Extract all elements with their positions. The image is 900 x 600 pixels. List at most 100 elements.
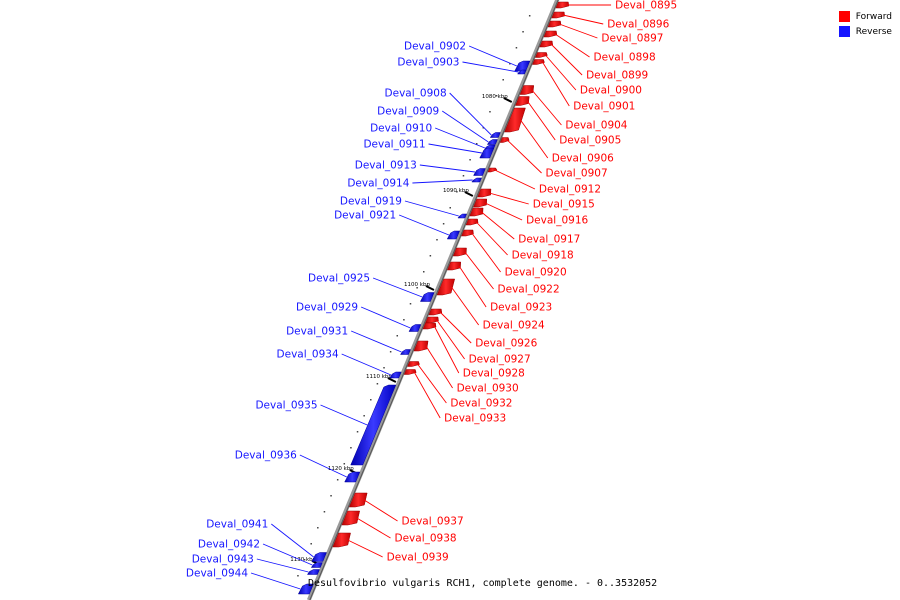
forward-gene-label[interactable]: Deval_0918: [512, 250, 574, 262]
reverse-gene-deval-0943[interactable]: [306, 569, 320, 575]
reverse-gene-deval-0929[interactable]: [408, 324, 422, 332]
forward-gene-deval-0912[interactable]: [487, 167, 498, 173]
forward-gene-label[interactable]: Deval_0937: [402, 516, 464, 528]
forward-gene-label[interactable]: Deval_0907: [546, 168, 608, 180]
reverse-gene-label[interactable]: Deval_0929: [296, 302, 358, 314]
forward-gene-label[interactable]: Deval_0933: [444, 413, 506, 425]
forward-gene-deval-0928[interactable]: [422, 322, 437, 330]
forward-gene-label[interactable]: Deval_0923: [490, 302, 552, 314]
forward-gene-deval-0926[interactable]: [428, 308, 443, 316]
forward-gene-deval-0900[interactable]: [534, 52, 548, 58]
forward-gene-deval-0896[interactable]: [551, 11, 565, 19]
reverse-gene-label[interactable]: Deval_0935: [255, 400, 317, 412]
forward-gene-label[interactable]: Deval_0905: [559, 135, 621, 147]
forward-gene-label[interactable]: Deval_0895: [615, 0, 677, 12]
forward-gene-label[interactable]: Deval_0898: [594, 52, 656, 64]
reverse-gene-deval-0936[interactable]: [344, 471, 361, 483]
forward-gene-deval-0905[interactable]: [515, 96, 530, 106]
forward-gene-label[interactable]: Deval_0904: [565, 120, 627, 132]
reverse-gene-deval-0911[interactable]: [479, 147, 495, 159]
forward-gene-label[interactable]: Deval_0932: [450, 398, 512, 410]
forward-gene-deval-0932[interactable]: [407, 361, 420, 367]
forward-gene-deval-0918[interactable]: [465, 218, 479, 226]
forward-gene-deval-0922[interactable]: [452, 247, 467, 257]
reverse-gene-label[interactable]: Deval_0909: [377, 106, 439, 118]
forward-gene-label[interactable]: Deval_0926: [475, 338, 537, 350]
forward-gene-label[interactable]: Deval_0912: [539, 184, 601, 196]
reverse-gene-label[interactable]: Deval_0911: [363, 139, 425, 151]
forward-gene-deval-0927[interactable]: [425, 316, 439, 324]
forward-gene-deval-0939[interactable]: [332, 532, 351, 548]
reverse-gene-label[interactable]: Deval_0931: [286, 326, 348, 338]
reverse-gene-label[interactable]: Deval_0903: [397, 57, 459, 69]
forward-gene-deval-0916[interactable]: [473, 198, 488, 208]
forward-gene-label[interactable]: Deval_0906: [552, 153, 614, 165]
forward-gene-label[interactable]: Deval_0900: [580, 85, 642, 97]
reverse-gene-label[interactable]: Deval_0943: [192, 554, 254, 566]
forward-gene-label[interactable]: Deval_0927: [469, 354, 531, 366]
reverse-gene-label[interactable]: Deval_0913: [355, 160, 417, 172]
forward-gene-deval-0930[interactable]: [413, 340, 429, 352]
reverse-gene-deval-0935[interactable]: [350, 384, 397, 466]
forward-gene-deval-0923[interactable]: [447, 261, 461, 271]
forward-gene-deval-0917[interactable]: [469, 207, 484, 217]
reverse-gene-label[interactable]: Deval_0910: [370, 123, 432, 135]
forward-gene-label[interactable]: Deval_0928: [463, 368, 525, 380]
reverse-gene-deval-0942[interactable]: [310, 562, 323, 568]
reverse-gene-deval-0902[interactable]: [514, 60, 531, 72]
reverse-gene-deval-0913[interactable]: [473, 168, 486, 176]
forward-gene-deval-0933[interactable]: [403, 369, 417, 375]
reverse-gene-label[interactable]: Deval_0941: [206, 519, 268, 531]
reverse-gene-label[interactable]: Deval_0936: [235, 450, 297, 462]
forward-gene-deval-0895[interactable]: [555, 1, 570, 9]
forward-gene-label[interactable]: Deval_0922: [498, 284, 560, 296]
forward-gene-label[interactable]: Deval_0939: [387, 552, 449, 564]
minor-tick: [317, 527, 319, 529]
reverse-gene-label[interactable]: Deval_0942: [198, 539, 260, 551]
forward-gene-label[interactable]: Deval_0924: [483, 320, 545, 332]
gene-leader-line: [256, 558, 309, 573]
forward-gene-deval-0904[interactable]: [519, 85, 535, 95]
reverse-gene-deval-0921[interactable]: [446, 230, 460, 240]
forward-gene-label[interactable]: Deval_0896: [607, 19, 669, 31]
forward-gene-label[interactable]: Deval_0915: [533, 199, 595, 211]
reverse-gene-label[interactable]: Deval_0902: [404, 41, 466, 53]
forward-gene-label[interactable]: Deval_0920: [505, 267, 567, 279]
forward-gene-deval-0897[interactable]: [547, 20, 562, 28]
reverse-gene-deval-0931[interactable]: [399, 349, 411, 355]
reverse-gene-label[interactable]: Deval_0944: [186, 568, 248, 580]
reverse-gene-deval-0908[interactable]: [489, 132, 501, 138]
reverse-gene-deval-0919[interactable]: [457, 213, 467, 219]
reverse-gene-deval-0934[interactable]: [389, 371, 402, 379]
forward-gene-deval-0899[interactable]: [539, 40, 553, 48]
forward-gene-label[interactable]: Deval_0916: [526, 215, 588, 227]
gene-leader-line: [439, 311, 472, 344]
reverse-gene-label[interactable]: Deval_0925: [308, 273, 370, 285]
forward-gene-deval-0901[interactable]: [532, 59, 545, 65]
forward-gene-label[interactable]: Deval_0901: [573, 101, 635, 113]
reverse-gene-label[interactable]: Deval_0919: [340, 196, 402, 208]
forward-gene-deval-0924[interactable]: [436, 278, 456, 296]
reverse-gene-label[interactable]: Deval_0921: [334, 210, 396, 222]
forward-gene-label[interactable]: Deval_0917: [518, 234, 580, 246]
reverse-gene-deval-0914[interactable]: [471, 177, 482, 183]
forward-gene-deval-0906[interactable]: [504, 107, 526, 133]
forward-gene-deval-0915[interactable]: [477, 188, 492, 198]
forward-gene-deval-0937[interactable]: [348, 492, 368, 508]
reverse-gene-deval-0941[interactable]: [311, 552, 327, 562]
reverse-gene-deval-0909[interactable]: [486, 139, 498, 145]
reverse-gene-deval-0903[interactable]: [516, 69, 527, 75]
reverse-gene-deval-0944[interactable]: [297, 583, 314, 595]
forward-gene-deval-0907[interactable]: [499, 137, 510, 143]
forward-gene-label[interactable]: Deval_0938: [395, 533, 457, 545]
forward-gene-label[interactable]: Deval_0930: [457, 383, 519, 395]
forward-gene-deval-0898[interactable]: [543, 30, 558, 38]
forward-gene-label[interactable]: Deval_0897: [601, 33, 663, 45]
reverse-gene-label[interactable]: Deval_0908: [385, 88, 447, 100]
forward-gene-deval-0920[interactable]: [461, 229, 474, 237]
reverse-gene-label[interactable]: Deval_0914: [347, 178, 409, 190]
reverse-gene-deval-0925[interactable]: [419, 292, 435, 302]
forward-gene-label[interactable]: Deval_0899: [586, 70, 648, 82]
reverse-gene-label[interactable]: Deval_0934: [277, 349, 339, 361]
forward-gene-deval-0938[interactable]: [341, 510, 361, 526]
